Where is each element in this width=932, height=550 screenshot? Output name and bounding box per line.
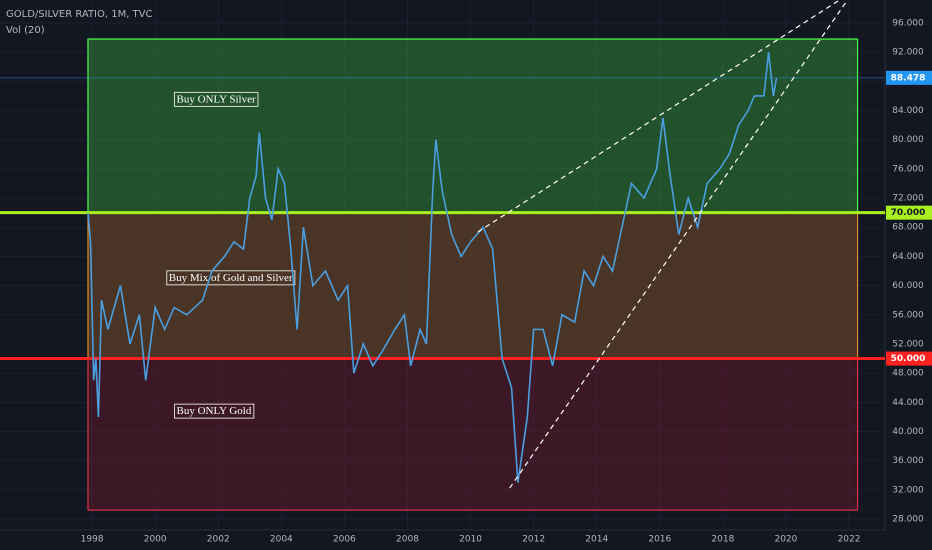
- zone-label: Buy Mix of Gold and Silver: [169, 272, 293, 284]
- y-tick-label: 64.000: [892, 252, 924, 262]
- zone: [87, 212, 859, 360]
- x-tick-label: 2000: [144, 535, 167, 545]
- y-tick-label: 28.000: [892, 515, 924, 525]
- level-badge-label: 70.000: [891, 208, 926, 218]
- x-tick-label: 2008: [396, 535, 419, 545]
- y-tick-label: 68.000: [892, 223, 924, 233]
- zone-label-box: [174, 91, 259, 107]
- chart-title: GOLD/SILVER RATIO, 1M, TVC: [6, 9, 153, 20]
- y-tick-label: 72.000: [892, 194, 924, 204]
- x-tick-label: 2016: [648, 535, 671, 545]
- zone-label-box: [174, 403, 255, 419]
- x-tick-label: 2020: [775, 535, 798, 545]
- x-tick-label: 2002: [207, 535, 230, 545]
- level-badge-label: 50.000: [891, 354, 926, 364]
- zone-label-box: [166, 270, 296, 286]
- x-tick-label: 2014: [585, 535, 608, 545]
- x-tick-label: 1998: [81, 535, 104, 545]
- y-tick-label: 40.000: [892, 427, 924, 437]
- x-tick-label: 2004: [270, 535, 293, 545]
- y-tick-label: 56.000: [892, 310, 924, 320]
- x-tick-label: 2012: [522, 535, 545, 545]
- x-tick-label: 2022: [838, 535, 861, 545]
- y-tick-label: 52.000: [892, 339, 924, 349]
- zone: [87, 357, 859, 511]
- y-tick-label: 76.000: [892, 164, 924, 174]
- y-tick-label: 92.000: [892, 48, 924, 58]
- y-tick-label: 80.000: [892, 135, 924, 145]
- marks: [0, 0, 885, 489]
- zone-label: Buy ONLY Silver: [176, 93, 255, 105]
- zone-label: Buy ONLY Gold: [176, 405, 251, 417]
- x-tick-label: 2018: [711, 535, 734, 545]
- price-badge-label: 88.478: [891, 73, 926, 83]
- chart-subtitle: Vol (20): [6, 25, 45, 36]
- axes: 28.000 32.000 36.000 40.000 44.000 48.000 52.0…: [81, 18, 932, 545]
- y-tick-label: 96.000: [892, 18, 924, 28]
- y-tick-label: 84.000: [892, 106, 924, 116]
- y-tick-label: 44.000: [892, 398, 924, 408]
- zones: Buy ONLY Silver Buy Mix of Gold and Silve…: [87, 38, 859, 511]
- price-badge: [886, 70, 932, 85]
- y-tick-label: 48.000: [892, 369, 924, 379]
- x-tick-label: 2010: [459, 535, 482, 545]
- zone: [87, 38, 859, 214]
- x-tick-label: 2006: [333, 535, 356, 545]
- y-tick-label: 32.000: [892, 485, 924, 495]
- grid: [0, 0, 885, 530]
- level-badge: [886, 205, 932, 220]
- level-badge: [886, 351, 932, 366]
- price-line: [87, 52, 778, 483]
- y-tick-label: 60.000: [892, 281, 924, 291]
- y-tick-label: 36.000: [892, 456, 924, 466]
